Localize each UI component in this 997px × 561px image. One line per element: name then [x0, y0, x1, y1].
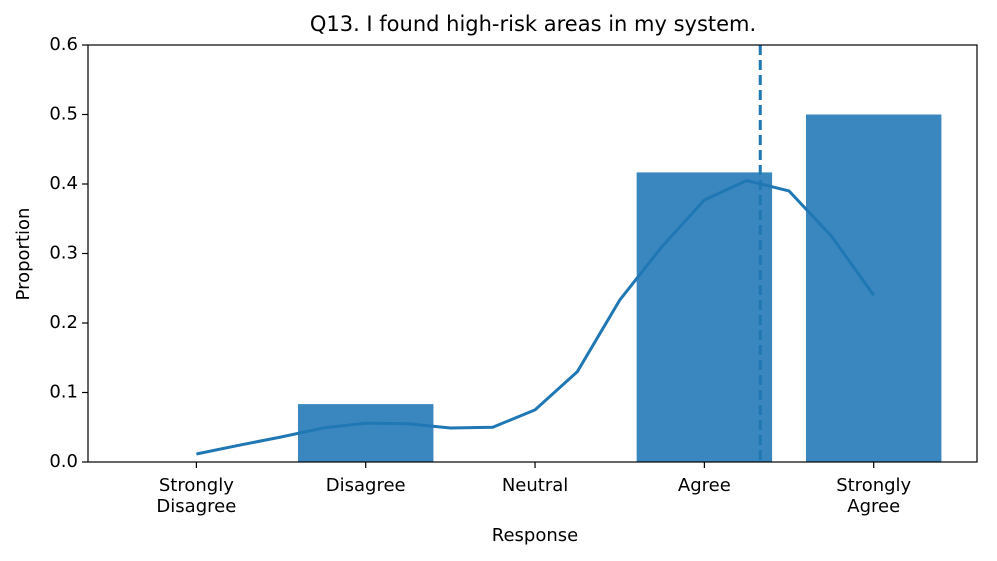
- x-tick-label: Agree: [677, 475, 731, 496]
- x-tick-label: Strongly Agree: [836, 475, 912, 517]
- y-tick-label: 0.0: [49, 451, 78, 472]
- y-tick-label: 0.4: [49, 173, 78, 194]
- plot-frame: [87, 44, 978, 463]
- x-tick-label: Neutral: [501, 475, 569, 496]
- y-tick-label: 0.6: [49, 34, 78, 55]
- y-axis-label: Proportion: [13, 208, 34, 301]
- chart-title: Q13. I found high-risk areas in my syste…: [310, 12, 756, 36]
- x-tick-label: Strongly Disagree: [156, 475, 237, 517]
- bar: [636, 172, 773, 462]
- x-axis-label: Response: [492, 525, 578, 546]
- y-tick-label: 0.2: [49, 312, 78, 333]
- y-tick-label: 0.5: [49, 104, 78, 125]
- y-tick-label: 0.3: [49, 243, 78, 264]
- x-tick-label: Disagree: [325, 475, 406, 496]
- y-tick-label: 0.1: [49, 382, 78, 403]
- bar: [805, 114, 942, 462]
- bar: [297, 404, 434, 462]
